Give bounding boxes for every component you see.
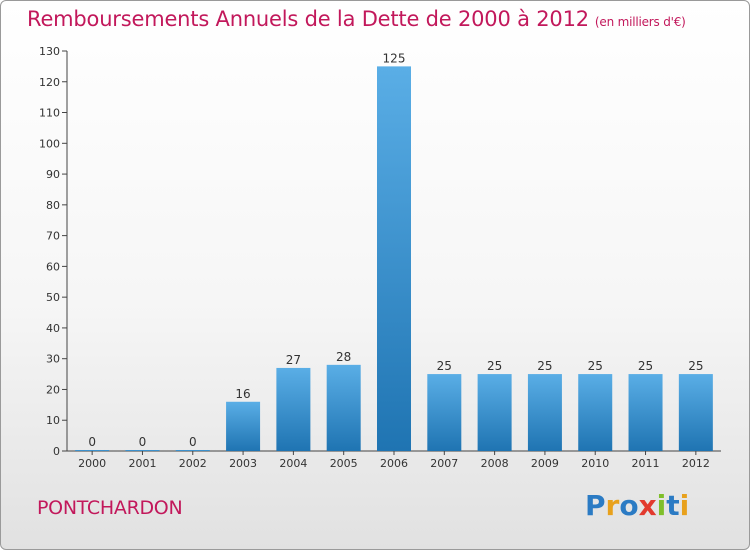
bar (578, 374, 613, 451)
bar (125, 450, 160, 451)
brand-letter: i (679, 489, 690, 522)
x-tick-label: 2002 (179, 457, 207, 470)
y-tick-label: 60 (46, 260, 60, 273)
x-tick-label: 2010 (581, 457, 609, 470)
data-label: 25 (638, 359, 653, 373)
x-tick-label: 2000 (78, 457, 106, 470)
brand-letter: P (585, 489, 606, 522)
x-tick-label: 2003 (229, 457, 257, 470)
chart-unit: (en milliers d'€) (594, 15, 686, 29)
y-tick-label: 20 (46, 383, 60, 396)
bar (477, 374, 512, 451)
x-tick-label: 2006 (380, 457, 408, 470)
bar (226, 401, 261, 451)
y-tick-label: 80 (46, 199, 60, 212)
data-label: 25 (487, 359, 502, 373)
brand-letter: r (605, 489, 620, 522)
chart-title: Remboursements Annuels de la Dette de 20… (27, 7, 686, 31)
data-label: 25 (688, 359, 703, 373)
bar (75, 450, 110, 451)
data-label: 27 (286, 353, 301, 367)
location-name: PONTCHARDON (37, 497, 183, 519)
brand-letter: o (619, 489, 639, 522)
bar (628, 374, 663, 451)
x-tick-label: 2011 (632, 457, 660, 470)
x-tick-label: 2001 (128, 457, 156, 470)
brand-letter: i (656, 489, 667, 522)
brand-letter: t (666, 489, 680, 522)
bar (326, 364, 361, 451)
bar (678, 374, 713, 451)
data-label: 16 (235, 387, 250, 401)
y-tick-label: 120 (39, 76, 60, 89)
data-label: 0 (139, 435, 147, 449)
y-tick-label: 90 (46, 168, 60, 181)
y-tick-label: 70 (46, 230, 60, 243)
x-tick-label: 2005 (330, 457, 358, 470)
bar (377, 66, 411, 451)
bar (427, 374, 462, 451)
y-tick-label: 50 (46, 291, 60, 304)
data-label: 0 (189, 435, 197, 449)
data-label: 28 (336, 350, 351, 364)
y-tick-label: 0 (53, 445, 60, 458)
x-tick-label: 2012 (682, 457, 710, 470)
data-label: 25 (437, 359, 452, 373)
bar (175, 450, 210, 451)
data-label: 25 (537, 359, 552, 373)
bar (527, 374, 562, 451)
y-tick-label: 10 (46, 414, 60, 427)
data-label: 0 (88, 435, 96, 449)
y-tick-label: 100 (39, 137, 60, 150)
y-tick-label: 110 (39, 107, 60, 120)
chart-title-text: Remboursements Annuels de la Dette de 20… (27, 7, 589, 31)
data-label: 125 (383, 51, 406, 65)
x-tick-label: 2007 (430, 457, 458, 470)
y-tick-label: 130 (39, 45, 60, 58)
brand-logo: Proxiti (585, 489, 705, 529)
brand-letter: x (638, 489, 657, 522)
y-tick-label: 40 (46, 322, 60, 335)
bar (276, 367, 311, 451)
x-tick-label: 2009 (531, 457, 559, 470)
x-tick-label: 2004 (279, 457, 307, 470)
data-label: 25 (588, 359, 603, 373)
x-tick-label: 2008 (481, 457, 509, 470)
y-tick-label: 30 (46, 353, 60, 366)
